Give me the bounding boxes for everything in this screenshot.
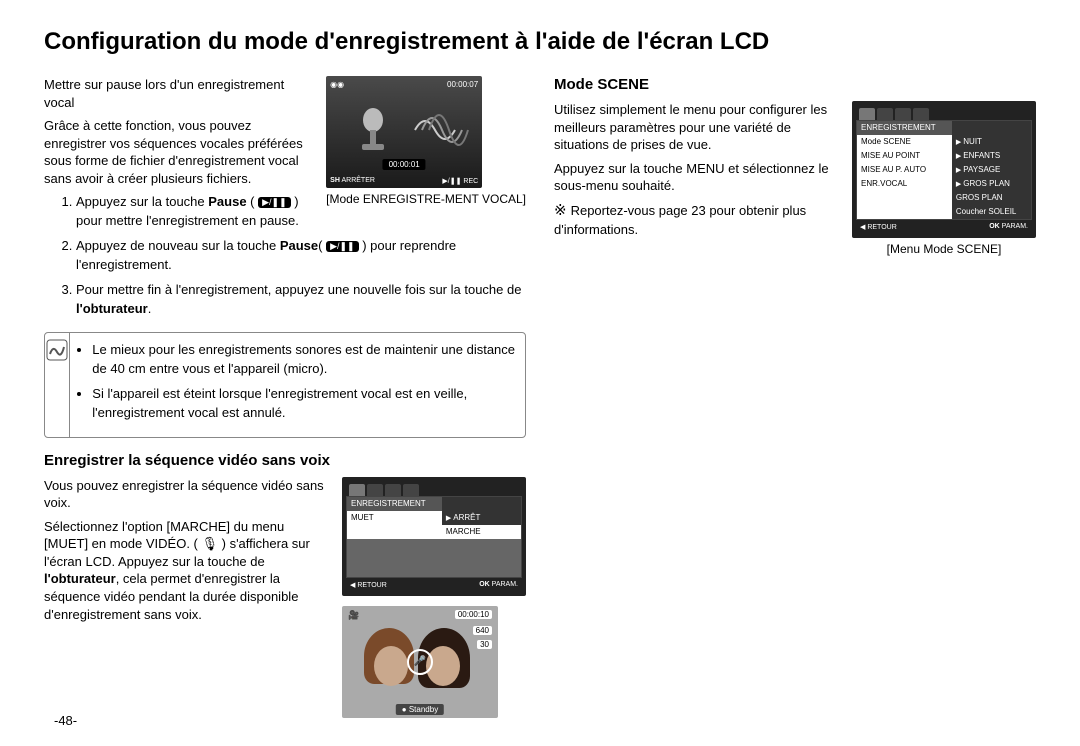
- scene-r5c2: GROS PLAN: [952, 191, 1031, 205]
- note-icon: [46, 339, 68, 361]
- tab-camera-icon: [349, 484, 365, 496]
- video-menu-lcd: ENREGISTREMENT MUET▶ARRÊT MARCHE ◀ RETOU…: [342, 477, 526, 596]
- scene-menu-lcd: ENREGISTREMENT Mode SCENE▶NUIT MISE AU P…: [852, 101, 1036, 238]
- rec-time-top: 00:00:07: [447, 80, 478, 89]
- menu-val-marche: MARCHE: [442, 525, 521, 539]
- menu-retour: ◀ RETOUR: [350, 581, 387, 589]
- step-2: Appuyez de nouveau sur la touche Pause( …: [76, 237, 526, 275]
- scene-caption: [Menu Mode SCENE]: [852, 242, 1036, 256]
- tab-display-icon: [385, 484, 401, 496]
- recording-lcd-figure: ◉◉ 00:00:07 00:00:01 S: [326, 76, 526, 206]
- recording-lcd: ◉◉ 00:00:07 00:00:01 S: [326, 76, 482, 188]
- menu-tabbar: [856, 105, 1032, 120]
- mic-icon: 🎙: [202, 536, 219, 551]
- photo-fps: 30: [477, 640, 492, 649]
- recording-caption: [Mode ENREGISTRE-MENT VOCAL]: [326, 192, 526, 206]
- scene-r4c1: ENR.VOCAL: [857, 177, 952, 191]
- video-icon: 🎥: [348, 610, 359, 621]
- tab-setup-icon: [403, 484, 419, 496]
- photo-res: 640: [473, 626, 492, 635]
- tab-camera-icon: [859, 108, 875, 120]
- scene-r1c1: Mode SCENE: [857, 135, 952, 149]
- menu-tabbar: [346, 481, 522, 496]
- reference-symbol: ※: [554, 202, 567, 219]
- tab-sound-icon: [877, 108, 893, 120]
- tip-1: Le mieux pour les enregistrements sonore…: [92, 341, 515, 379]
- mic-mute-icon: 🎤: [407, 649, 433, 675]
- scene-r2c2: ▶ENFANTS: [952, 149, 1031, 163]
- menu-retour: ◀ RETOUR: [860, 223, 897, 231]
- soundwave-icon: [410, 110, 470, 150]
- scene-r3c2: ▶PAYSAGE: [952, 163, 1031, 177]
- video-menu-figure: ENREGISTREMENT MUET▶ARRÊT MARCHE ◀ RETOU…: [342, 477, 526, 718]
- step-3: Pour mettre fin à l'enregistrement, appu…: [76, 281, 526, 319]
- microphone-icon: [356, 108, 390, 158]
- scene-heading: Mode SCENE: [554, 76, 1036, 93]
- rec-label: ▶/❚❚ REC: [442, 177, 478, 185]
- pause-icon: ▶/❚❚: [258, 197, 291, 208]
- scene-r4c2: ▶GROS PLAN: [952, 177, 1031, 191]
- menu-param: OK PARAM.: [989, 223, 1028, 231]
- photo-time: 00:00:10: [455, 610, 492, 619]
- page-number: -48-: [54, 713, 77, 728]
- menu-val-arret: ▶ARRÊT: [442, 511, 521, 525]
- page-title: Configuration du mode d'enregistrement à…: [44, 28, 1036, 56]
- scene-r6c2: Coucher SOLEIL: [952, 205, 1031, 219]
- scene-r2c1: MISE AU POINT: [857, 149, 952, 163]
- menu-param: OK PARAM.: [479, 581, 518, 589]
- voice-icon: ◉◉: [330, 80, 344, 89]
- steps-list: Appuyez sur la touche Pause ( ▶/❚❚ ) pou…: [44, 193, 526, 318]
- rec-time-box: 00:00:01: [383, 159, 426, 170]
- scene-menu-figure: ENREGISTREMENT Mode SCENE▶NUIT MISE AU P…: [852, 101, 1036, 256]
- scene-r1c2: ▶NUIT: [952, 135, 1031, 149]
- menu-row-muet: MUET: [347, 511, 442, 525]
- tab-sound-icon: [367, 484, 383, 496]
- tab-display-icon: [895, 108, 911, 120]
- tip-2: Si l'appareil est éteint lorsque l'enreg…: [92, 385, 515, 423]
- sh-label: SH ARRÊTER: [330, 177, 375, 185]
- photo-lcd: 🎥 00:00:10 640 30 🎤 ● Standby: [342, 606, 498, 718]
- tab-setup-icon: [913, 108, 929, 120]
- scene-r3c1: MISE AU P. AUTO: [857, 163, 952, 177]
- scene-header: ENREGISTREMENT: [857, 121, 952, 135]
- video-heading: Enregistrer la séquence vidéo sans voix: [44, 452, 526, 469]
- tip-box: Le mieux pour les enregistrements sonore…: [44, 332, 526, 437]
- standby-label: ● Standby: [396, 704, 444, 715]
- pause-icon: ▶/❚❚: [326, 241, 359, 252]
- menu-header: ENREGISTREMENT: [347, 497, 442, 511]
